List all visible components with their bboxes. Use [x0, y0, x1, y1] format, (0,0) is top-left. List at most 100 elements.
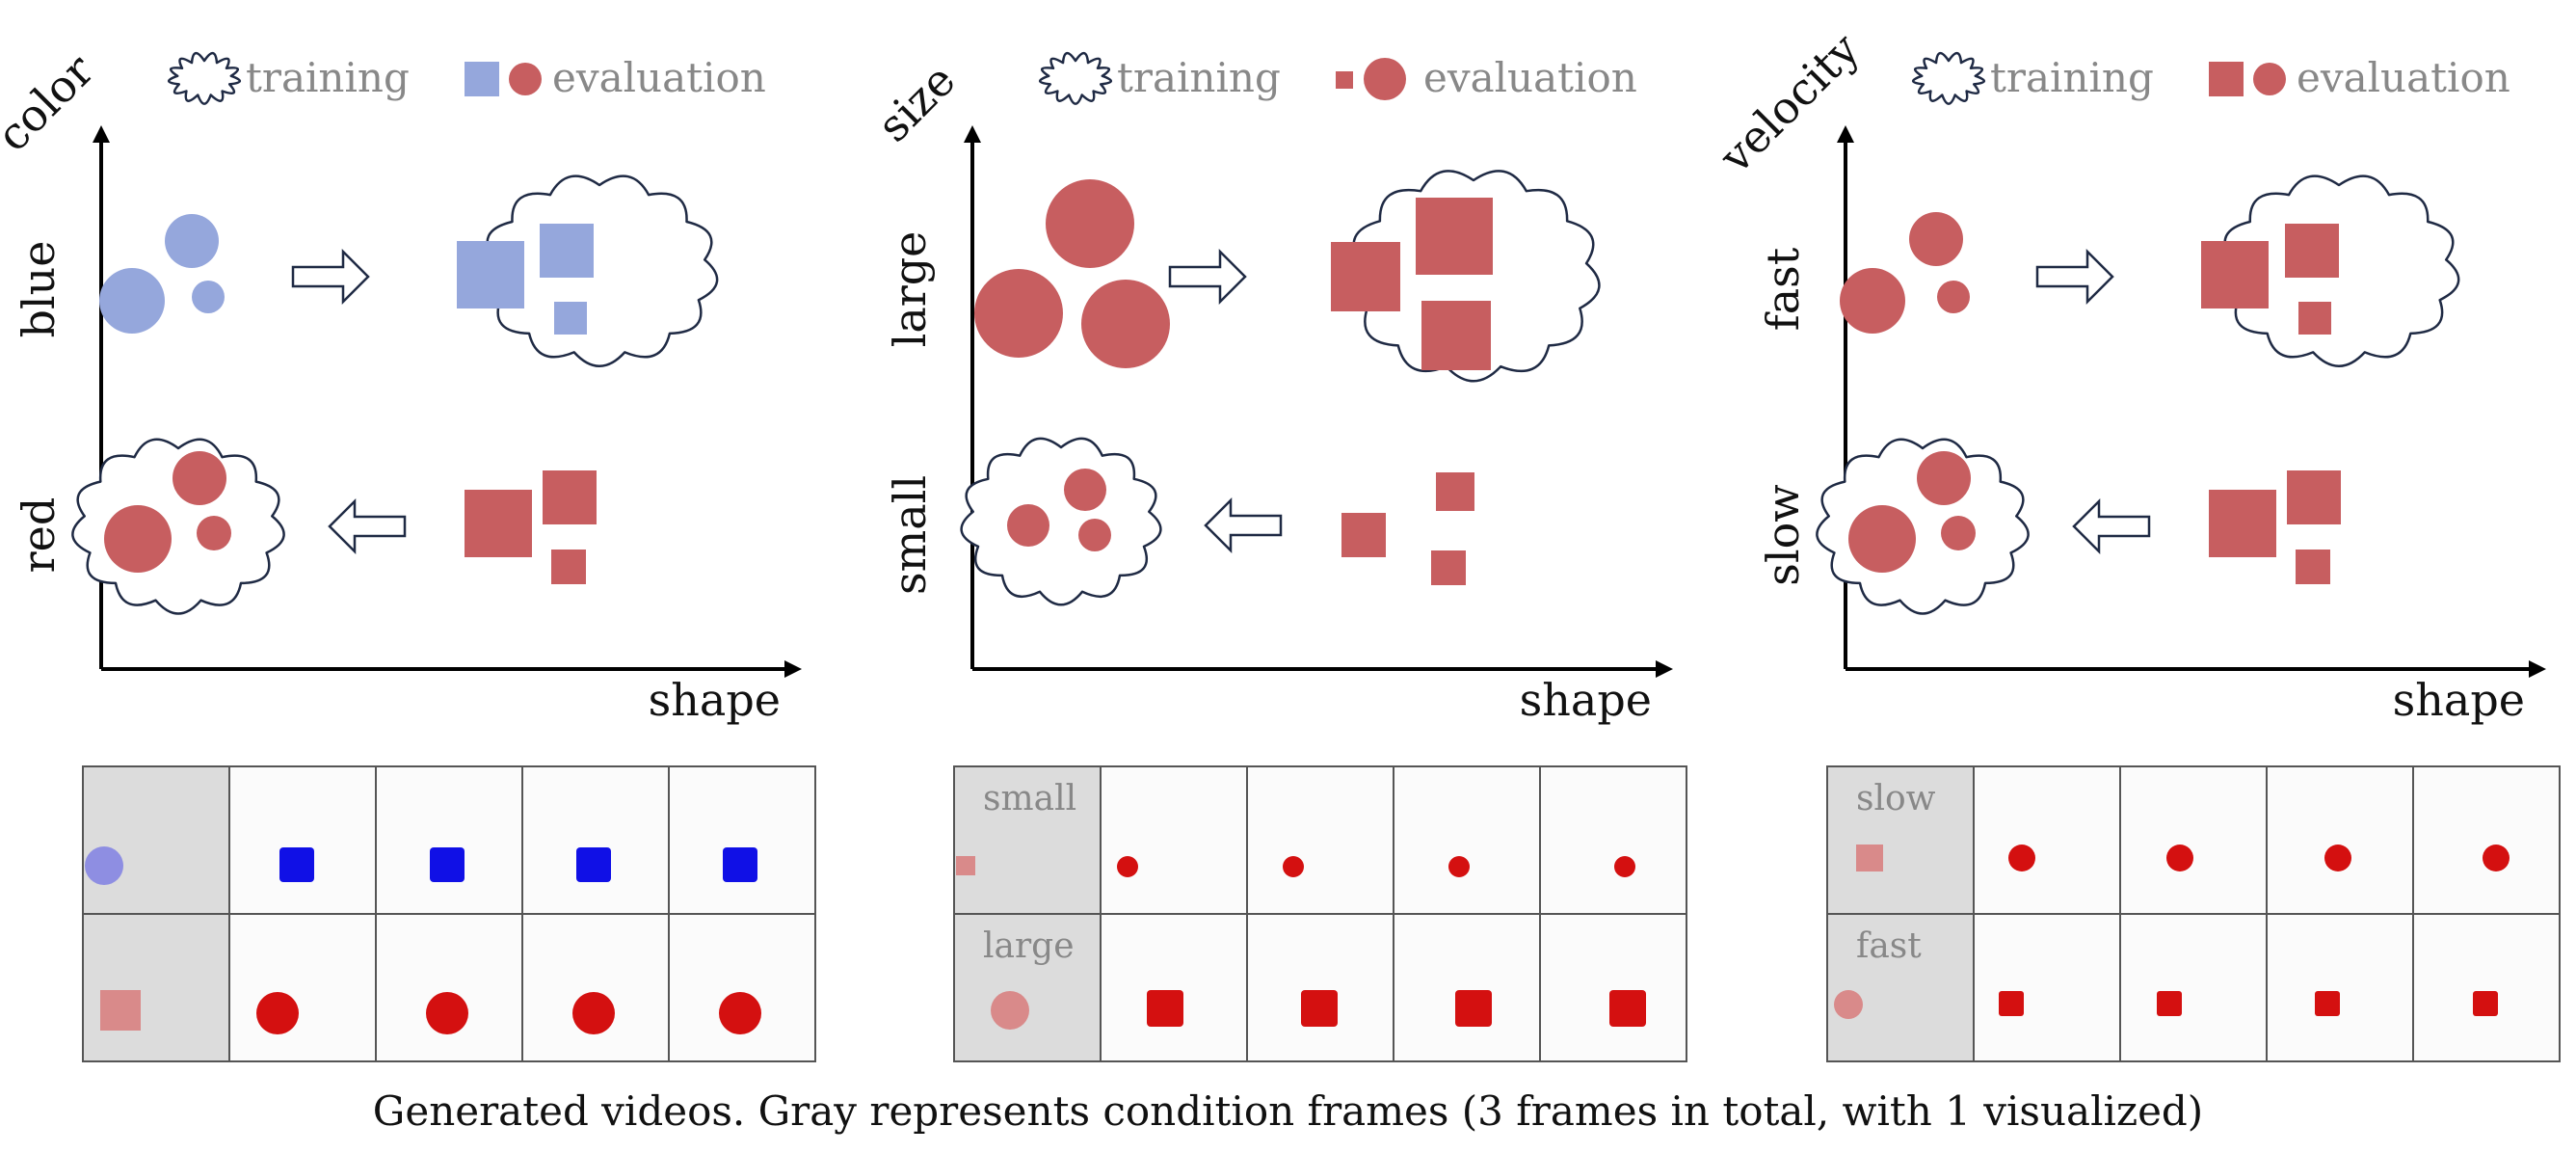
- circle-mark: [1909, 212, 1963, 266]
- training-cloud: [480, 174, 719, 367]
- training-cloud: [960, 437, 1162, 606]
- condition-frame: [953, 913, 1102, 1062]
- generated-circle: [426, 992, 468, 1034]
- row-label-top: large: [884, 231, 936, 348]
- video-frame: [1246, 765, 1394, 915]
- video-frame: [1100, 913, 1248, 1062]
- video-frame: [2412, 913, 2561, 1062]
- legend-large-circle-icon: [1364, 58, 1406, 100]
- legend-cloud-icon: [1038, 51, 1113, 105]
- circle-mark: [1840, 268, 1905, 334]
- circle-mark: [1007, 504, 1049, 547]
- video-frame: [1973, 913, 2121, 1062]
- circle-mark: [99, 268, 165, 334]
- square-mark: [1436, 472, 1474, 511]
- generated-circle: [572, 992, 615, 1034]
- condition-circle: [991, 991, 1029, 1030]
- x-axis-label: shape: [1520, 674, 1652, 726]
- generated-circle: [1283, 856, 1304, 877]
- generated-circle: [719, 992, 761, 1034]
- video-frame: [521, 765, 670, 915]
- generated-square: [2157, 991, 2182, 1016]
- square-mark: [2298, 302, 2331, 335]
- generated-square: [2473, 991, 2498, 1016]
- square-mark: [2287, 470, 2341, 524]
- circle-mark: [173, 451, 226, 505]
- generated-square: [430, 847, 465, 882]
- legend-evaluation-label: evaluation: [2297, 54, 2510, 101]
- panel-color: color shape blue red training evaluation: [0, 44, 816, 1062]
- right-arrow-icon: [1168, 248, 1247, 306]
- left-arrow-icon: [2072, 497, 2151, 555]
- video-frame: [1246, 913, 1394, 1062]
- x-axis-label: shape: [2393, 674, 2525, 726]
- square-mark: [2285, 224, 2339, 278]
- row-label-bottom: red: [13, 497, 65, 574]
- condition-frame: [953, 765, 1102, 915]
- row-label-top: fast: [1757, 247, 1809, 331]
- circle-mark: [1081, 280, 1170, 368]
- legend-red-circle-icon: [509, 63, 542, 95]
- generated-circle: [1448, 856, 1470, 877]
- square-mark: [1416, 198, 1493, 275]
- row-label-bottom: small: [884, 475, 936, 595]
- training-cloud: [1346, 170, 1601, 383]
- legend-cloud-icon: [167, 51, 242, 105]
- square-mark: [554, 302, 587, 335]
- video-frame: [521, 913, 670, 1062]
- x-axis-label: shape: [649, 674, 781, 726]
- square-mark: [457, 241, 524, 308]
- generated-square: [1609, 990, 1646, 1027]
- square-mark: [2201, 241, 2269, 308]
- video-frame: [1973, 765, 2121, 915]
- legend-red-square-icon: [2209, 62, 2244, 96]
- condition-label-top: small: [983, 779, 1076, 818]
- square-mark: [465, 490, 532, 557]
- legend-evaluation-label: evaluation: [552, 54, 766, 101]
- condition-label-bottom: fast: [1856, 926, 1922, 966]
- video-frame: [375, 913, 523, 1062]
- square-mark: [1331, 242, 1400, 311]
- left-arrow-icon: [1204, 496, 1283, 554]
- video-frame: [668, 913, 816, 1062]
- generated-square: [1301, 990, 1338, 1027]
- generated-circle: [1117, 856, 1138, 877]
- x-axis-arrowhead: [784, 660, 802, 678]
- video-frame: [1539, 765, 1687, 915]
- y-axis-label: size: [867, 54, 966, 152]
- circle-mark: [165, 214, 219, 268]
- circle-mark: [1064, 469, 1106, 511]
- square-mark: [2209, 490, 2276, 557]
- condition-frame: [82, 913, 230, 1062]
- square-mark: [551, 550, 586, 584]
- generated-circle: [2008, 845, 2035, 871]
- generated-circle: [2166, 845, 2193, 871]
- legend: training evaluation: [167, 51, 766, 105]
- row-label-bottom: slow: [1757, 484, 1809, 585]
- generated-square: [1999, 991, 2024, 1016]
- video-frame: [2119, 913, 2268, 1062]
- generated-circle: [256, 992, 299, 1034]
- video-frame: [1100, 765, 1248, 915]
- condition-label-top: slow: [1856, 779, 1936, 818]
- legend-evaluation-label: evaluation: [1423, 54, 1637, 101]
- y-axis-arrowhead: [93, 125, 110, 143]
- legend-training-label: training: [1990, 54, 2154, 101]
- legend-blue-square-icon: [465, 62, 499, 96]
- legend-red-circle-icon: [2253, 63, 2286, 95]
- video-frame: [2119, 765, 2268, 915]
- square-mark: [540, 224, 594, 278]
- square-mark: [1431, 550, 1466, 585]
- circle-mark: [1937, 281, 1970, 313]
- condition-circle: [1834, 990, 1863, 1019]
- condition-square: [1856, 845, 1883, 871]
- legend-training-label: training: [1117, 54, 1281, 101]
- circle-mark: [192, 281, 225, 313]
- plot-content: [1816, 174, 2460, 615]
- circle-mark: [1046, 179, 1134, 268]
- legend-training-label: training: [246, 54, 410, 101]
- generated-square: [1455, 990, 1492, 1027]
- generated-square: [723, 847, 757, 882]
